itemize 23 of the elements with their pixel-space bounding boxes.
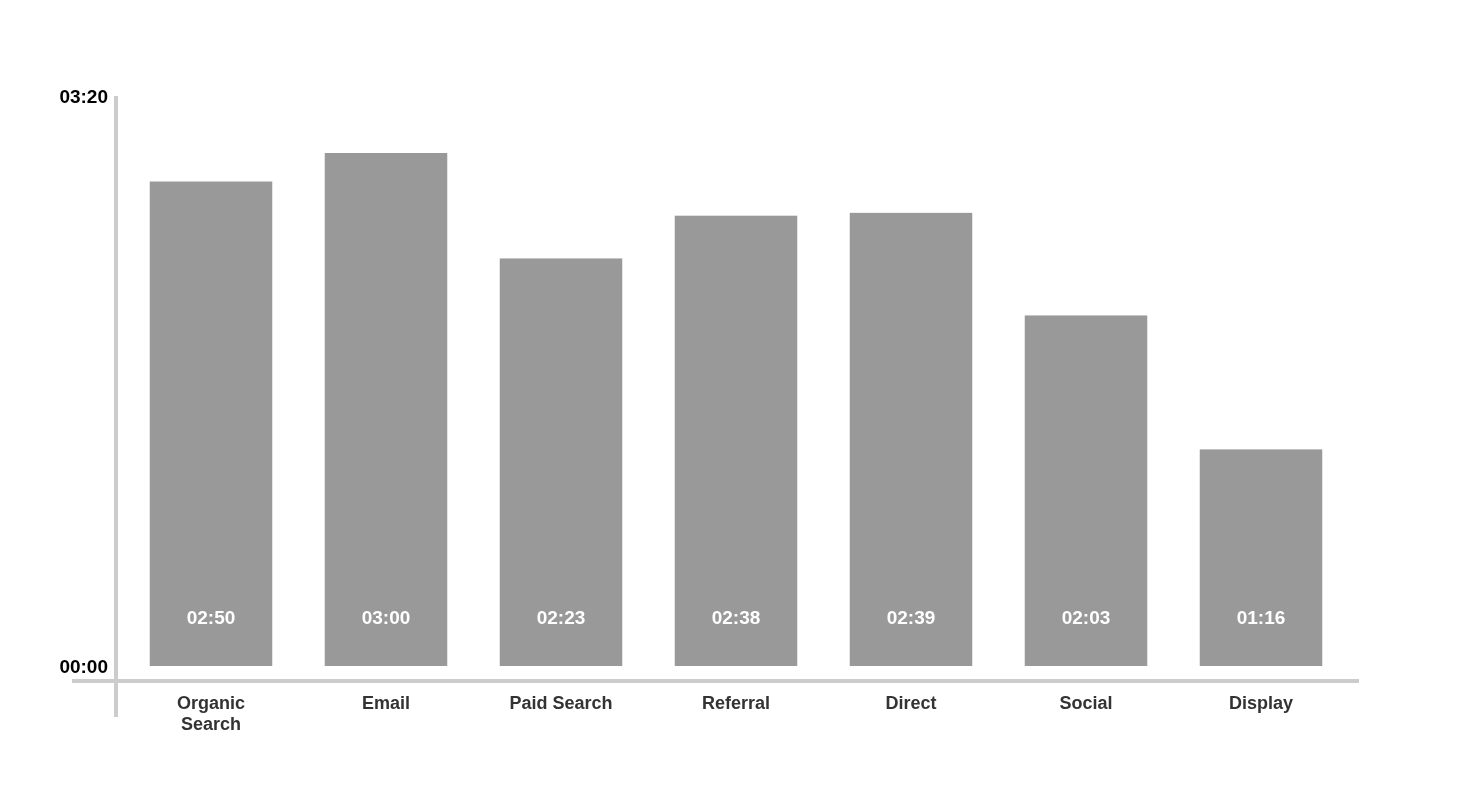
y-tick-label: 00:00 — [59, 655, 108, 677]
y-tick-label: 03:20 — [59, 85, 108, 107]
bar — [1199, 449, 1323, 666]
data-label: 02:50 — [186, 607, 236, 628]
bar — [499, 258, 623, 666]
data-label: 02:39 — [886, 607, 936, 628]
data-label: 02:38 — [711, 607, 761, 628]
bar — [849, 212, 973, 666]
bar — [1024, 315, 1148, 666]
x-tick-label: Display — [1228, 693, 1294, 713]
x-tick-label: Paid Search — [509, 693, 613, 713]
bar — [149, 181, 273, 666]
data-label: 01:16 — [1236, 607, 1286, 628]
x-tick-label: Organic Search — [176, 693, 246, 734]
x-tick-label: Direct — [885, 693, 937, 713]
data-label: 02:23 — [536, 607, 586, 628]
bar — [324, 153, 448, 666]
data-label: 02:03 — [1061, 607, 1111, 628]
x-tick-label: Email — [361, 693, 411, 713]
data-label: 03:00 — [361, 607, 411, 628]
x-tick-label: Social — [1059, 693, 1113, 713]
x-tick-label: Referral — [701, 693, 771, 713]
bar — [674, 215, 798, 666]
